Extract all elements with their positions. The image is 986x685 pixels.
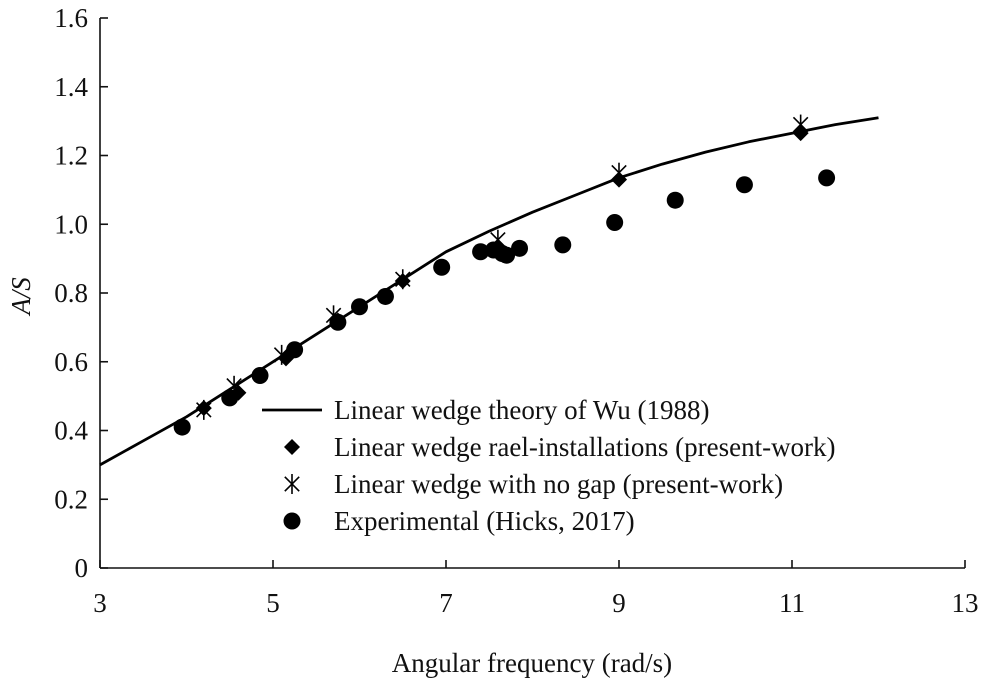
circle-point — [251, 367, 269, 384]
y-tick-label: 0.8 — [54, 278, 88, 308]
circle-point — [606, 214, 624, 232]
y-ticks: 0 0.2 0.4 0.6 0.8 1.0 1.2 1.4 1.6 — [54, 3, 108, 583]
legend-label: Linear wedge with no gap (present-work) — [334, 469, 783, 499]
x-tick-label: 3 — [93, 588, 107, 618]
circle-point — [433, 258, 451, 276]
x-tick-label: 11 — [779, 588, 805, 618]
legend-label: Experimental (Hicks, 2017) — [334, 506, 635, 536]
legend-label: Linear wedge theory of Wu (1988) — [334, 395, 710, 425]
circle-point — [666, 191, 684, 209]
legend-item: Linear wedge rael-installations (present… — [284, 432, 836, 462]
circle-point — [286, 341, 304, 359]
legend-circle-marker — [283, 512, 301, 530]
x-tick-label: 13 — [952, 588, 979, 618]
circle-point — [511, 239, 529, 257]
y-tick-label: 1.0 — [54, 209, 88, 239]
legend-diamond-marker — [284, 439, 300, 455]
y-tick-label: 1.2 — [54, 141, 88, 171]
legend-label: Linear wedge rael-installations (present… — [334, 432, 836, 462]
y-tick-label: 0 — [75, 553, 89, 583]
circle-point — [221, 389, 239, 407]
circle-point — [351, 298, 368, 316]
series-star — [196, 114, 809, 420]
star-point — [611, 162, 627, 183]
series-diamond — [195, 125, 809, 417]
x-tick-label: 5 — [266, 588, 280, 618]
circle-point — [472, 243, 490, 261]
circle-point — [173, 418, 191, 436]
y-tick-label: 1.4 — [54, 72, 88, 102]
x-tick-label: 7 — [439, 588, 453, 618]
star-point — [394, 269, 411, 290]
legend: Linear wedge theory of Wu (1988) Linear w… — [262, 395, 836, 536]
y-axis-label: A/S — [6, 277, 36, 317]
star-point — [196, 399, 212, 420]
legend-item: Linear wedge theory of Wu (1988) — [262, 395, 710, 425]
x-axis-label: Angular frequency (rad/s) — [392, 648, 672, 678]
x-ticks: 3 5 7 9 11 13 — [93, 560, 979, 618]
series-layer — [99, 114, 879, 467]
circle-point — [329, 313, 347, 331]
y-tick-label: 0.6 — [54, 347, 88, 377]
circle-point — [735, 176, 753, 194]
circle-point — [376, 287, 394, 305]
series-circle — [173, 169, 836, 436]
circle-point — [554, 236, 572, 254]
y-tick-label: 0.2 — [54, 484, 88, 514]
legend-item: Experimental (Hicks, 2017) — [283, 506, 635, 536]
legend-item: Linear wedge with no gap (present-work) — [284, 469, 783, 499]
legend-star-marker — [284, 474, 300, 494]
x-tick-label: 9 — [612, 588, 626, 618]
circle-point — [498, 246, 516, 264]
y-tick-label: 1.6 — [54, 3, 88, 33]
star-point — [792, 114, 809, 135]
circle-point — [818, 169, 836, 187]
y-tick-label: 0.4 — [54, 416, 88, 446]
